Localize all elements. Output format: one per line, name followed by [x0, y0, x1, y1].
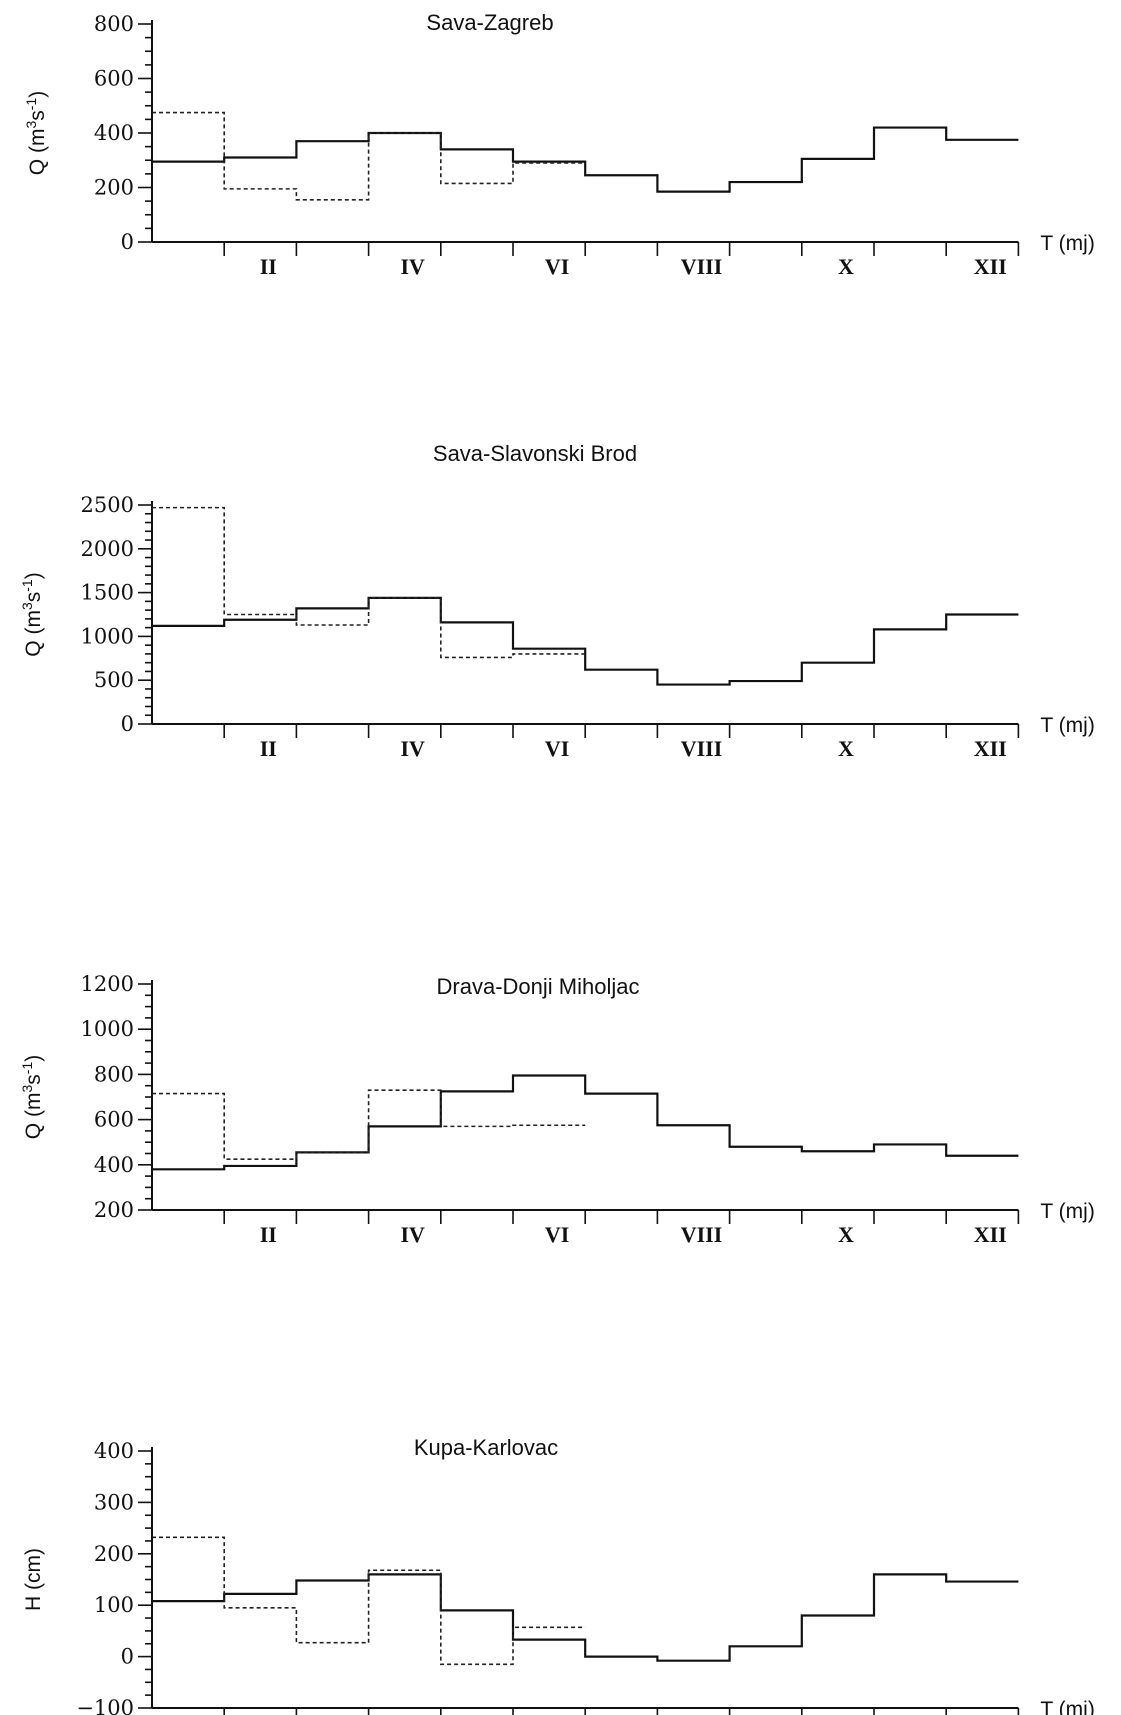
- chart-title: Sava-Slavonski Brod: [433, 441, 637, 466]
- chart-title: Kupa-Karlovac: [414, 1435, 558, 1460]
- y-axis-label: Q (m3s-1): [23, 91, 49, 175]
- y-tick-label: 200: [94, 176, 134, 200]
- chart-panel-1: Sava-Zagreb 0 200 400 600 800 II IV VI VIII X XII T …: [23, 10, 1095, 279]
- y-tick-label: 2500: [81, 493, 134, 517]
- x-axis-label: T (mj): [1040, 232, 1094, 255]
- month-label: VI: [545, 1222, 569, 1247]
- month-label: X: [838, 1222, 854, 1247]
- y-tick-label: 600: [94, 67, 134, 91]
- chart-title: Sava-Zagreb: [426, 10, 553, 35]
- y-tick-label: 800: [94, 1062, 134, 1086]
- series-solid-step-line: [152, 126, 1019, 193]
- month-label: XII: [974, 254, 1007, 279]
- y-tick-label: 0: [121, 712, 134, 736]
- y-tick-label: 200: [94, 1542, 134, 1566]
- y-tick-label: 1500: [81, 581, 134, 605]
- series-dashed-step-line: [152, 111, 586, 201]
- month-label: XII: [974, 736, 1007, 761]
- y-tick-label: 300: [94, 1490, 134, 1514]
- y-tick-label: 0: [121, 1645, 134, 1669]
- month-label: II: [260, 254, 277, 279]
- y-tick-label: 500: [94, 668, 134, 692]
- month-label: XII: [974, 1222, 1007, 1247]
- y-axis-label: H (cm): [22, 1548, 45, 1611]
- y-tick-label: 1000: [81, 624, 134, 648]
- y-tick-label: 400: [94, 1153, 134, 1177]
- month-label: IV: [400, 1222, 425, 1247]
- series-dashed-step-line: [152, 506, 586, 659]
- y-tick-label: 400: [94, 1439, 134, 1463]
- y-axis-label: Q (m3s-1): [19, 1055, 45, 1139]
- y-tick-label: 2000: [81, 537, 134, 561]
- y-tick-label: 200: [94, 1198, 134, 1222]
- month-label: VI: [545, 254, 569, 279]
- series-solid-step-line: [152, 1573, 1019, 1662]
- y-tick-label: −100: [76, 1696, 134, 1715]
- y-tick-label: 800: [94, 12, 134, 36]
- month-label: II: [260, 736, 277, 761]
- month-label: IV: [400, 736, 425, 761]
- y-tick-label: 600: [94, 1108, 134, 1132]
- x-axis-label: T (mj): [1040, 1200, 1094, 1223]
- month-label: II: [260, 1222, 277, 1247]
- month-label: VIII: [681, 1222, 723, 1247]
- x-axis-label: T (mj): [1040, 1698, 1094, 1715]
- y-tick-label: 0: [121, 230, 134, 254]
- series-solid-step-line: [152, 596, 1019, 686]
- month-label: IV: [400, 254, 425, 279]
- chart-title: Drava-Donji Miholjac: [437, 974, 640, 999]
- month-label: VI: [545, 736, 569, 761]
- month-label: X: [838, 736, 854, 761]
- month-label: VIII: [681, 736, 723, 761]
- y-tick-label: 100: [94, 1593, 134, 1617]
- chart-panel-2: Sava-Slavonski Brod 0 500 1000 1500 2000 2500 I…: [19, 441, 1095, 761]
- y-tick-label: 1200: [81, 972, 134, 996]
- month-label: X: [838, 254, 854, 279]
- series-dashed-step-line: [152, 1089, 586, 1160]
- y-axis-label: Q (m3s-1): [19, 572, 45, 656]
- chart-panel-4: Kupa-Karlovac−1000100200300400IIIVVIVIII…: [22, 1435, 1095, 1715]
- y-tick-label: 400: [94, 121, 134, 145]
- chart-panel-3: Drava-Donji Miholjac 200 400 600 800 1000 1200…: [19, 972, 1095, 1247]
- month-label: VIII: [681, 254, 723, 279]
- y-tick-label: 1000: [81, 1017, 134, 1041]
- series-dashed-step-line: [152, 1536, 586, 1666]
- series-solid-step-line: [152, 1074, 1019, 1171]
- x-axis-label: T (mj): [1040, 714, 1094, 737]
